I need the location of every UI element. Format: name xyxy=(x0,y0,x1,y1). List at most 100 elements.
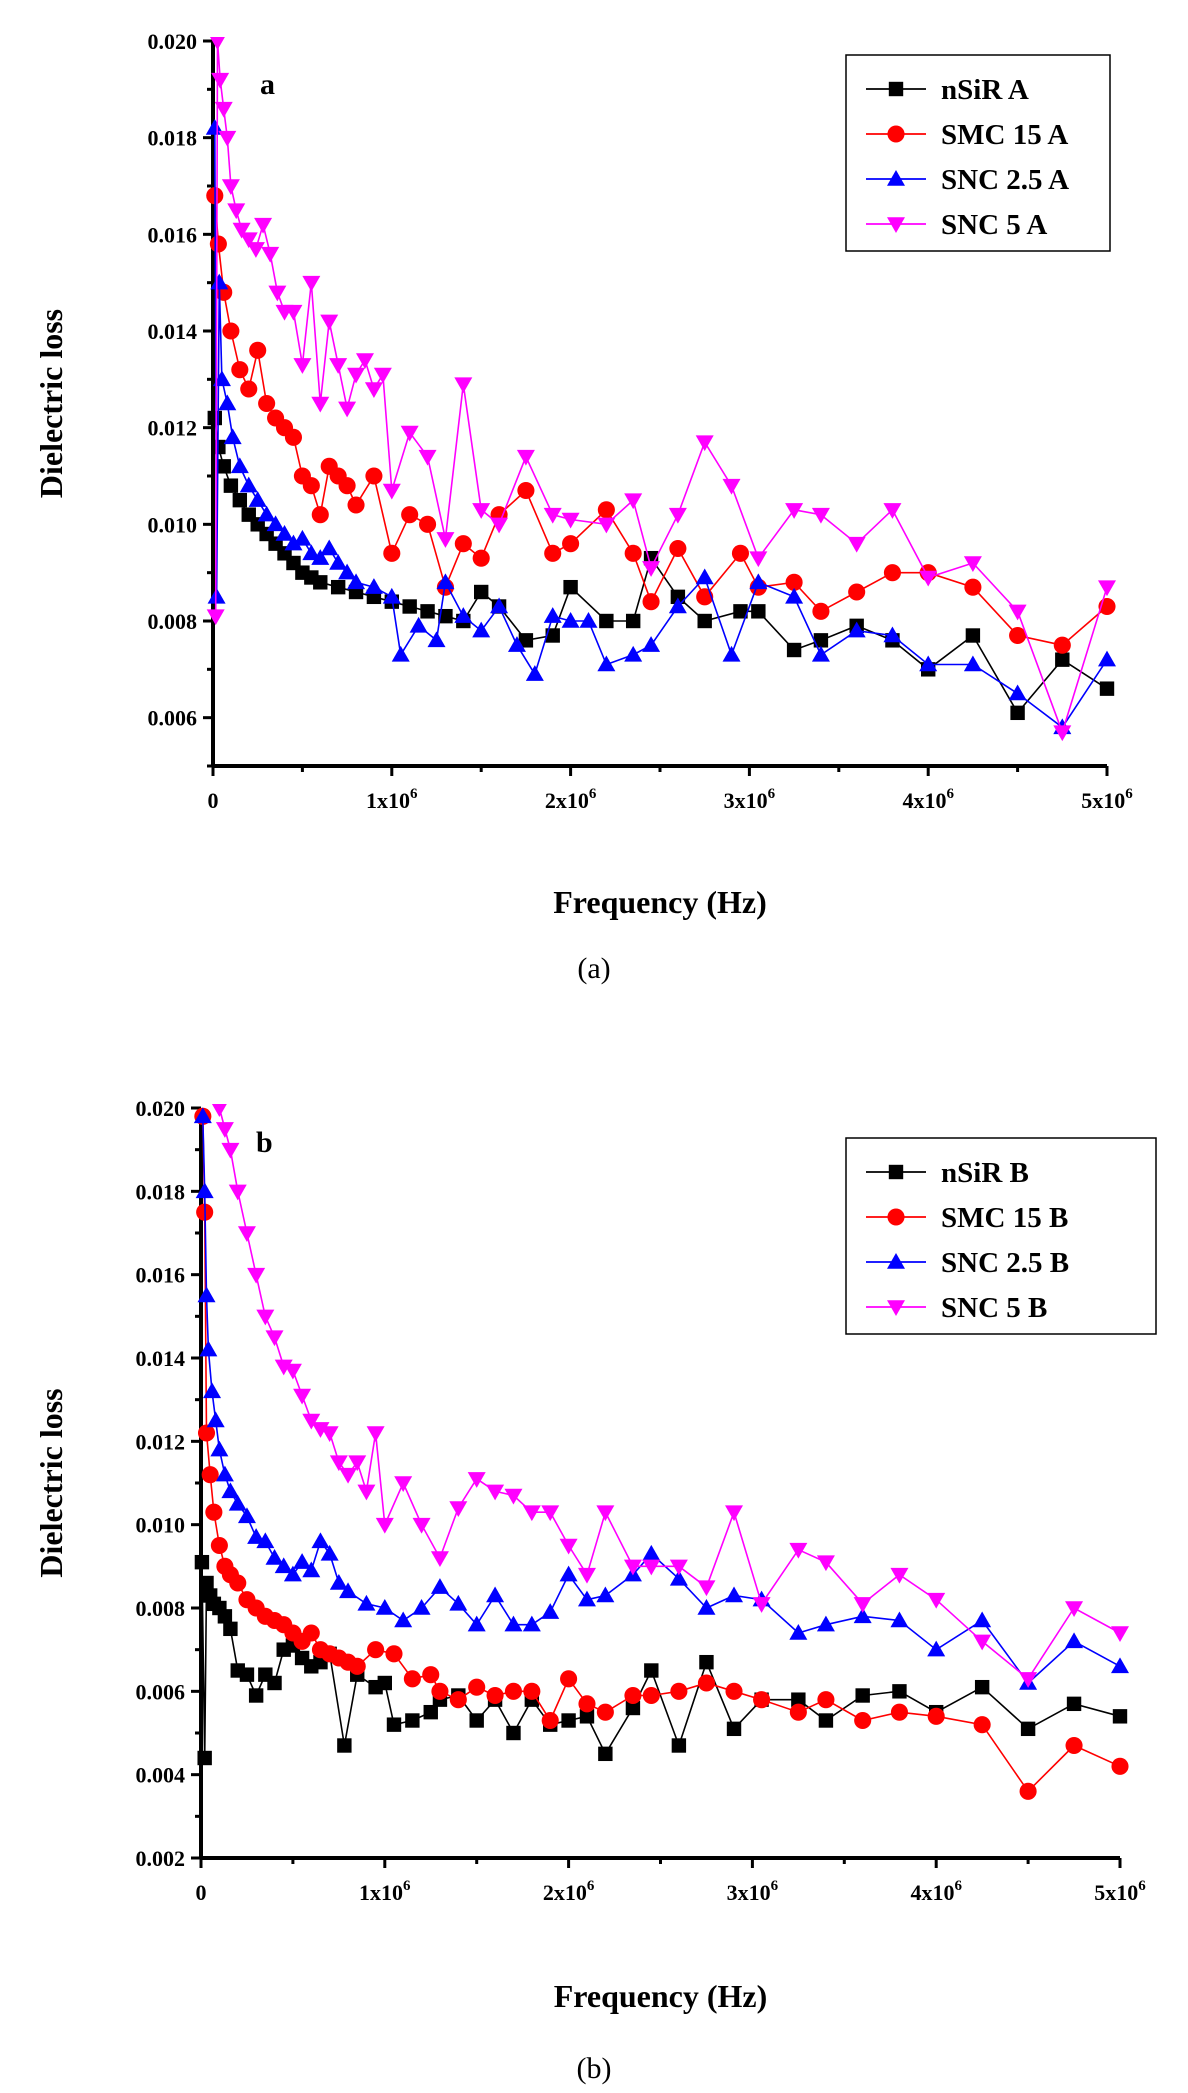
data-point xyxy=(311,1422,330,1438)
data-point xyxy=(246,242,265,258)
x-axis-title: Frequency (Hz) xyxy=(554,1978,768,2014)
data-point xyxy=(963,655,982,672)
legend: nSiR B SMC 15 B SNC 2.5 B SNC 5 B xyxy=(845,1137,1157,1335)
data-point xyxy=(347,573,366,590)
data-point xyxy=(486,1686,504,1705)
data-point xyxy=(669,539,687,558)
y-tick-label: 0.008 xyxy=(136,1596,186,1621)
data-point xyxy=(644,1663,659,1678)
data-point xyxy=(248,1688,264,1703)
data-point xyxy=(256,1532,275,1549)
data-point xyxy=(545,628,560,643)
data-point xyxy=(405,1713,420,1728)
data-point xyxy=(313,575,328,590)
data-point xyxy=(577,1567,596,1584)
data-point xyxy=(1009,626,1027,645)
data-point xyxy=(249,341,267,359)
data-point xyxy=(579,1709,595,1724)
data-point xyxy=(517,481,535,500)
data-point xyxy=(749,573,768,590)
data-point xyxy=(561,612,580,628)
data-point xyxy=(559,1565,578,1582)
data-point xyxy=(257,505,276,522)
data-point xyxy=(436,573,455,590)
x-tick-label: 3x106 xyxy=(724,786,776,813)
data-point xyxy=(268,285,287,302)
data-point xyxy=(365,467,383,485)
data-point xyxy=(330,579,346,595)
data-point xyxy=(883,626,902,643)
data-point xyxy=(265,1330,284,1347)
data-point xyxy=(522,1505,541,1522)
data-point xyxy=(733,604,748,619)
data-point xyxy=(525,665,544,681)
data-point xyxy=(201,1466,219,1484)
data-point xyxy=(256,1309,275,1326)
data-point xyxy=(506,1725,521,1741)
data-point xyxy=(338,563,357,580)
data-point xyxy=(339,1467,358,1484)
x-tick-label: 4x106 xyxy=(910,1878,962,1905)
data-point xyxy=(454,377,473,394)
data-point xyxy=(625,1700,641,1716)
y-tick-label: 0.014 xyxy=(148,319,198,344)
data-point xyxy=(848,583,866,601)
data-point xyxy=(284,428,303,446)
data-point xyxy=(523,1682,541,1700)
data-point xyxy=(438,608,453,624)
data-point xyxy=(596,1586,615,1603)
data-point xyxy=(890,1567,909,1584)
data-point xyxy=(348,1455,367,1472)
legend-marker xyxy=(887,1208,905,1226)
data-point xyxy=(364,578,383,594)
data-point xyxy=(669,1559,688,1576)
data-point xyxy=(670,1682,688,1700)
y-tick-label: 0.006 xyxy=(148,706,198,731)
data-point xyxy=(541,1711,559,1730)
data-point xyxy=(337,1738,352,1753)
data-point xyxy=(725,1682,743,1700)
data-point xyxy=(454,535,472,553)
data-point xyxy=(560,1670,578,1688)
data-point xyxy=(1065,1632,1084,1649)
data-point xyxy=(668,507,687,524)
data-point xyxy=(221,1142,240,1159)
data-point xyxy=(504,1682,523,1700)
data-point xyxy=(207,410,222,426)
data-point xyxy=(490,597,509,614)
data-point xyxy=(468,1678,486,1696)
data-point xyxy=(210,37,225,50)
data-point xyxy=(391,645,410,662)
data-point xyxy=(302,1413,321,1430)
data-point xyxy=(199,1575,214,1591)
data-point xyxy=(516,449,535,466)
data-point xyxy=(625,613,641,629)
data-point xyxy=(283,1363,302,1380)
legend-label: SNC 2.5 B xyxy=(941,1247,1069,1279)
data-point xyxy=(467,1472,486,1488)
data-point xyxy=(194,1554,210,1570)
x-axis-title: Frequency (Hz) xyxy=(553,884,767,920)
data-point xyxy=(203,1382,222,1399)
data-point xyxy=(293,529,312,546)
x-tick-label: 2x106 xyxy=(543,1878,595,1905)
data-point xyxy=(541,1603,560,1619)
data-point xyxy=(785,573,803,591)
data-point xyxy=(423,1704,438,1720)
y-axis-title: Dielectric loss xyxy=(33,309,69,498)
data-point xyxy=(642,561,661,577)
data-point xyxy=(722,645,741,662)
data-point xyxy=(329,1455,348,1472)
data-point xyxy=(561,1713,576,1728)
y-tick-label: 0.020 xyxy=(148,29,198,54)
legend-marker xyxy=(887,170,905,186)
data-point xyxy=(522,1615,541,1632)
data-point xyxy=(892,1684,907,1699)
data-point xyxy=(366,1426,385,1442)
data-point xyxy=(964,578,982,596)
data-point xyxy=(671,1738,687,1753)
legend-label: SNC 5 A xyxy=(941,209,1047,241)
data-point xyxy=(973,1611,992,1628)
data-point xyxy=(454,607,473,623)
y-tick-label: 0.012 xyxy=(136,1429,186,1454)
